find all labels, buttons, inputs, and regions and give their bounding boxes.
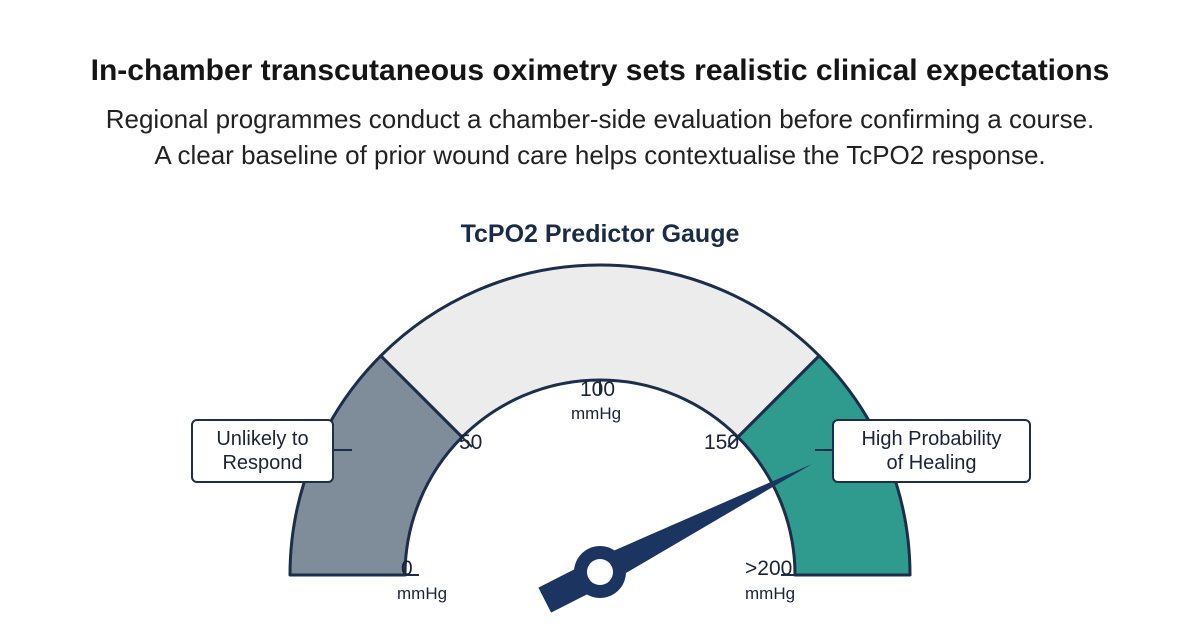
needle-hub-center: [587, 559, 613, 585]
subtitle-line-1: Regional programmes conduct a chamber-si…: [105, 104, 1095, 134]
zone-high-healing: [736, 354, 912, 577]
label-high-line-2: of Healing: [886, 452, 977, 474]
tick-unit-200: mmHg: [745, 584, 796, 603]
tick-unit-100: mmHg: [571, 404, 622, 423]
label-high-probability-of-healing: High Probability of Healing: [832, 419, 1031, 483]
label-unlikely-to-respond: Unlikely to Respond: [191, 419, 334, 483]
gauge-title: TcPO2 Predictor Gauge: [460, 220, 740, 248]
tick-mark-50: [461, 436, 473, 448]
tick-unit-0: mmHg: [397, 584, 448, 603]
tick-label-200: >200: [745, 557, 793, 580]
label-low-line-2: Respond: [222, 452, 303, 474]
zone-mid-neutral: [379, 263, 821, 439]
tick-label-0: 0: [401, 557, 413, 580]
tick-mark-150: [727, 436, 739, 448]
tick-label-50: 50: [459, 431, 483, 454]
subtitle-line-2: A clear baseline of prior wound care hel…: [154, 140, 1046, 170]
label-low-line-1: Unlikely to: [216, 428, 309, 450]
page-title: In-chamber transcutaneous oximetry sets …: [90, 54, 1110, 87]
label-high-line-1: High Probability: [861, 428, 1002, 450]
tick-marks: [405, 380, 795, 576]
tick-label-150: 150: [704, 431, 740, 454]
tick-label-100: 100: [580, 378, 616, 401]
